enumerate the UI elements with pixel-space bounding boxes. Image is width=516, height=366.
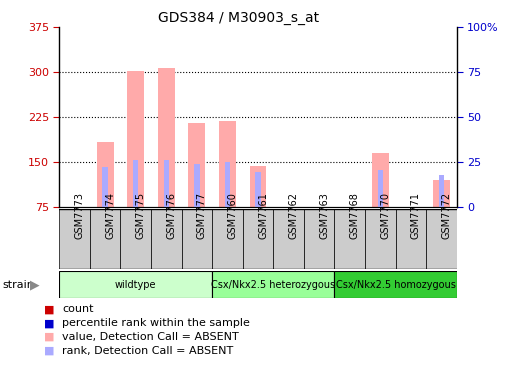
Text: GSM7761: GSM7761 (258, 193, 268, 239)
Bar (250, 166, 266, 207)
Bar (255, 172, 261, 207)
Bar (219, 121, 236, 207)
Text: wildtype: wildtype (115, 280, 156, 290)
Bar (378, 170, 383, 207)
Bar (243, 209, 273, 269)
Bar (158, 67, 175, 207)
Bar (334, 209, 365, 269)
Bar (133, 160, 138, 207)
Bar (97, 142, 114, 207)
Bar (212, 209, 243, 269)
Text: GSM7763: GSM7763 (319, 193, 329, 239)
Text: GSM7777: GSM7777 (197, 192, 207, 239)
Bar (334, 271, 457, 298)
Bar (365, 209, 396, 269)
Text: GSM7762: GSM7762 (288, 193, 299, 239)
Text: count: count (62, 304, 93, 314)
Text: GSM7775: GSM7775 (136, 192, 146, 239)
Text: Csx/Nkx2.5 heterozygous: Csx/Nkx2.5 heterozygous (211, 280, 335, 290)
Bar (164, 160, 169, 207)
Bar (439, 175, 444, 207)
Bar (224, 162, 230, 207)
Text: strain: strain (3, 280, 35, 290)
Text: GSM7773: GSM7773 (75, 193, 85, 239)
Text: ▶: ▶ (30, 278, 40, 291)
Text: GSM7776: GSM7776 (166, 193, 176, 239)
Bar (59, 209, 90, 269)
Bar (396, 209, 426, 269)
Text: value, Detection Call = ABSENT: value, Detection Call = ABSENT (62, 332, 239, 342)
Text: rank, Detection Call = ABSENT: rank, Detection Call = ABSENT (62, 346, 233, 356)
Bar (426, 209, 457, 269)
Bar (59, 271, 212, 298)
Bar (433, 180, 450, 207)
Bar (127, 71, 144, 207)
Bar (103, 167, 108, 207)
Bar (304, 209, 334, 269)
Text: GSM7772: GSM7772 (441, 192, 452, 239)
Text: GDS384 / M30903_s_at: GDS384 / M30903_s_at (157, 11, 319, 25)
Bar (151, 209, 182, 269)
Text: ■: ■ (44, 346, 54, 356)
Bar (120, 209, 151, 269)
Bar (194, 164, 200, 207)
Bar (273, 209, 304, 269)
Text: ■: ■ (44, 304, 54, 314)
Text: GSM7774: GSM7774 (105, 193, 115, 239)
Bar (188, 123, 205, 207)
Text: ■: ■ (44, 318, 54, 328)
Text: GSM7770: GSM7770 (380, 193, 390, 239)
Text: ■: ■ (44, 332, 54, 342)
Bar (212, 271, 334, 298)
Bar (90, 209, 120, 269)
Text: percentile rank within the sample: percentile rank within the sample (62, 318, 250, 328)
Bar (372, 153, 389, 207)
Text: GSM7771: GSM7771 (411, 193, 421, 239)
Bar (182, 209, 212, 269)
Text: Csx/Nkx2.5 homozygous: Csx/Nkx2.5 homozygous (335, 280, 456, 290)
Text: GSM7760: GSM7760 (228, 193, 237, 239)
Text: GSM7768: GSM7768 (350, 193, 360, 239)
